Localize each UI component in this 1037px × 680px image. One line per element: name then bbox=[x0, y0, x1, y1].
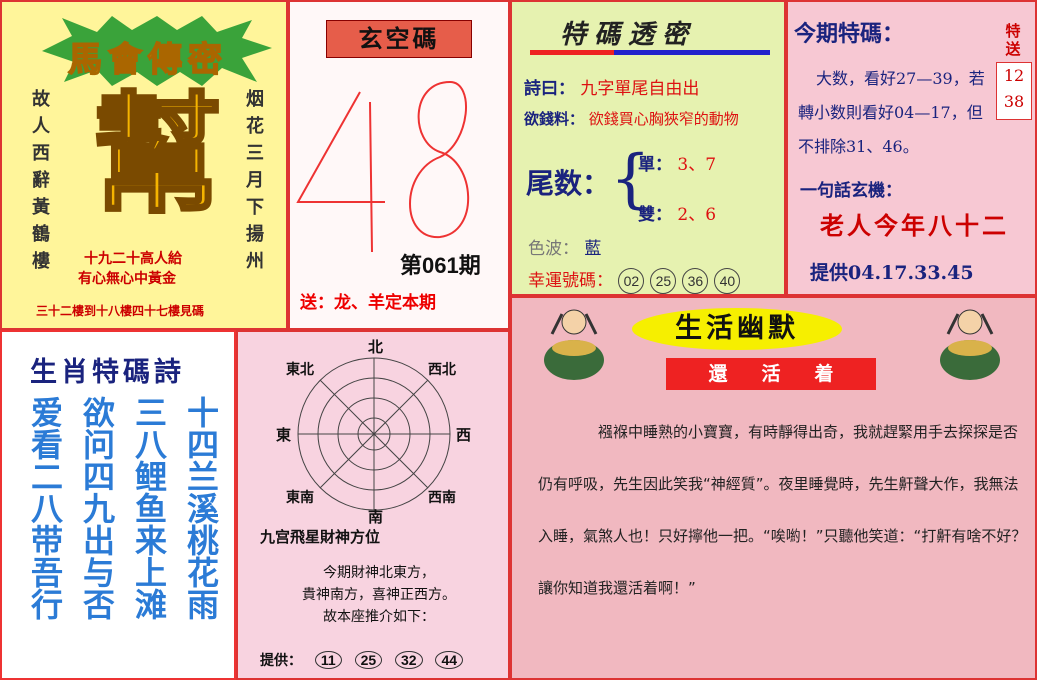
money-bag-mascot-icon bbox=[940, 309, 1000, 380]
poem-column: 十四兰溪桃花雨 bbox=[182, 396, 220, 620]
compass-line: 貴神南方，喜神正西方。 bbox=[302, 587, 456, 603]
dir-southeast: 東南 bbox=[286, 489, 314, 506]
big-char: 幫 bbox=[90, 78, 223, 231]
humor-body: 襁褓中睡熟的小寶寶，有時靜得出奇，我就趕緊用手去探探是否仍有呼吸，先生因此笑我“… bbox=[538, 423, 1027, 597]
single-value: 3、7 bbox=[677, 155, 717, 175]
lucky-label: 幸運號碼： bbox=[528, 271, 613, 291]
special-numbers-box: 12 38 bbox=[996, 62, 1032, 120]
lucky-number: 36 bbox=[682, 268, 709, 294]
single-label: 單： bbox=[638, 155, 672, 175]
handwritten-48 bbox=[296, 80, 470, 253]
double-label: 雙： bbox=[638, 205, 672, 225]
panel-secret: 特碼透密 詩曰： 九字單尾自由出 欲錢料： 欲錢買心胸狹窄的動物 尾数： { 單… bbox=[510, 0, 786, 296]
xuankong-title: 玄空碼 bbox=[326, 20, 472, 58]
color-label: 色波： bbox=[528, 239, 579, 259]
dir-northeast: 東北 bbox=[286, 361, 314, 378]
provide-number: 11 bbox=[314, 651, 342, 669]
poem-label: 詩曰： bbox=[524, 79, 575, 99]
verse-line-2: 有心無心中黃金 bbox=[78, 271, 176, 287]
poem-title: 生肖特碼詩 bbox=[30, 357, 185, 388]
provide-number: 32 bbox=[395, 651, 423, 669]
special-number: 12 bbox=[1003, 66, 1025, 85]
money-bag-mascot-icon bbox=[544, 309, 604, 380]
title-underline bbox=[530, 50, 770, 55]
poem-row: 詩曰： 九字單尾自由出 bbox=[524, 74, 699, 99]
special-number: 38 bbox=[1003, 92, 1025, 111]
riddle-label: 一句話玄機： bbox=[800, 181, 902, 201]
humor-subtitle: 還活着 bbox=[666, 358, 876, 390]
dir-north: 北 bbox=[368, 338, 383, 356]
green-burst-icon bbox=[42, 16, 272, 86]
panel-zodiac-poem: 生肖特碼詩 爱看二八带吾行 欲问四九出与否 三八鲤鱼来上滩 十四兰溪桃花雨 bbox=[0, 330, 236, 680]
provide-line: 提供04.17.33.45 bbox=[810, 262, 974, 284]
lucky-number: 40 bbox=[714, 268, 741, 294]
poem-column: 爱看二八带吾行 bbox=[26, 396, 64, 620]
panel-horse-secret: 馬會傳密 幫 故人西辭黃鶴樓 烟花三月下揚州 十九二十高人給 有心無心中黃金 三… bbox=[0, 0, 288, 330]
humor-title: 生活幽默 bbox=[632, 308, 842, 350]
compass-diagram: 北 南 東 西 東北 西北 東南 西南 bbox=[276, 338, 471, 524]
issue-number: 第061期 bbox=[400, 253, 481, 278]
double-row: 雙： 2、6 bbox=[638, 200, 716, 225]
dir-west: 西 bbox=[456, 426, 471, 444]
money-label: 欲錢料： bbox=[524, 110, 585, 128]
panel-compass: 北 南 東 西 東北 西北 東南 西南 九宫飛星財神方位 今期財神北東方， 貴神… bbox=[236, 330, 510, 680]
single-row: 單： 3、7 bbox=[638, 150, 716, 175]
lucky-number: 02 bbox=[618, 268, 645, 294]
money-row: 欲錢料： 欲錢買心胸狹窄的動物 bbox=[524, 108, 739, 129]
panel-current: 今期特碼： 特送 12 38 大数，看好27—39，若轉小数則看好04—17，但… bbox=[786, 0, 1037, 296]
provide-number: 44 bbox=[435, 651, 464, 669]
dir-northwest: 西北 bbox=[428, 362, 456, 378]
poem-column: 三八鲤鱼来上滩 bbox=[130, 396, 168, 620]
secret-title: 特碼透密 bbox=[560, 20, 697, 50]
compass-line: 故本座推介如下： bbox=[323, 609, 435, 625]
money-value: 欲錢買心胸狹窄的動物 bbox=[588, 110, 739, 128]
title-text: 馬會傳密 bbox=[67, 39, 228, 81]
poem-value: 九字單尾自由出 bbox=[580, 79, 700, 99]
color-row: 色波： 藍 bbox=[528, 234, 601, 259]
provide-number: 25 bbox=[354, 651, 383, 669]
dir-south: 南 bbox=[368, 508, 383, 524]
dir-southwest: 西南 bbox=[428, 489, 456, 506]
panel-humor: 生活幽默 還活着 襁褓中睡熟的小寶寶，有時靜得出奇，我就趕緊用手去探探是否仍有呼… bbox=[510, 296, 1037, 680]
brace-icon: { bbox=[610, 142, 651, 216]
verse-line-1: 十九二十高人給 bbox=[84, 251, 182, 267]
dir-east: 東 bbox=[276, 426, 291, 444]
left-verse: 故人西辭黃鶴樓 bbox=[32, 89, 50, 272]
send-line: 送：龙、羊定本期 bbox=[300, 293, 436, 313]
right-verse: 烟花三月下揚州 bbox=[246, 89, 264, 272]
compass-line: 今期財神北東方， bbox=[323, 565, 435, 581]
special-send-label: 特送 bbox=[1005, 22, 1021, 58]
double-value: 2、6 bbox=[677, 205, 717, 225]
current-text: 大数，看好27—39，若轉小数則看好04—17，但不排除31、46。 bbox=[798, 69, 985, 156]
lucky-number: 25 bbox=[650, 268, 677, 294]
poem-column: 欲问四九出与否 bbox=[78, 396, 116, 620]
title-banner: 馬會傳密 bbox=[32, 16, 272, 86]
current-title: 今期特碼： bbox=[794, 21, 905, 47]
lucky-row: 幸運號碼： 02 25 36 40 bbox=[528, 266, 746, 294]
provide-label: 提供： bbox=[260, 653, 302, 669]
color-value: 藍 bbox=[584, 239, 602, 259]
riddle-text: 老人今年八十二 bbox=[820, 211, 1009, 240]
bottom-line: 三十二樓到十八樓四十七樓見碼 bbox=[36, 304, 205, 318]
tail-label: 尾数： bbox=[526, 167, 611, 200]
compass-text: 今期財神北東方， 貴神南方，喜神正西方。 故本座推介如下： bbox=[274, 562, 484, 628]
compass-caption: 九宫飛星財神方位 bbox=[260, 528, 381, 546]
panel-xuankong: 玄空碼 第061期 送：龙、羊定本期 bbox=[288, 0, 510, 330]
compass-provide: 提供： 11 25 32 44 bbox=[260, 650, 464, 670]
